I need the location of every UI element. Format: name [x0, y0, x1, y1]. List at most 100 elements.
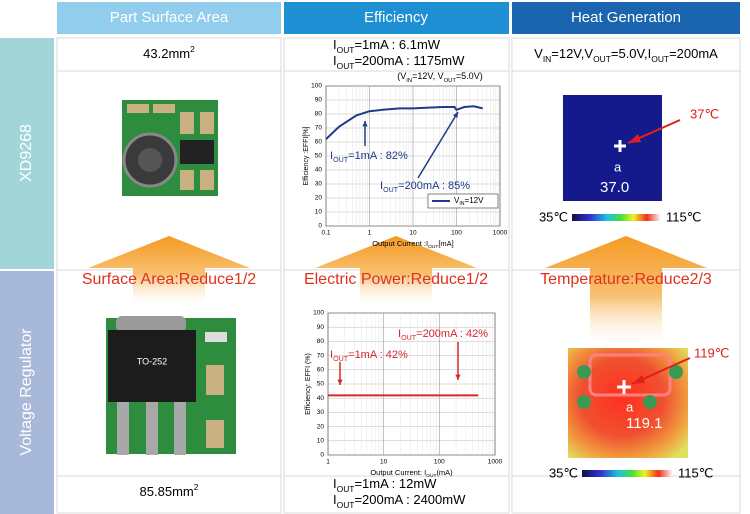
y-tick-label: 100	[311, 83, 322, 90]
y-tick-label: 30	[315, 181, 323, 188]
x-tick-label: 10	[409, 230, 417, 237]
text-part: (V	[397, 71, 406, 81]
y-tick-label: 70	[315, 125, 323, 132]
y-tick-label: 30	[317, 409, 325, 416]
superscript: 2	[190, 44, 195, 54]
x-tick-label: 1	[368, 230, 372, 237]
arrow-head	[337, 379, 343, 385]
x-tick-label: 100	[434, 459, 445, 466]
text-part: (mA)	[436, 468, 453, 477]
text-part: Output Current: I	[370, 468, 426, 477]
arrow-head	[455, 374, 461, 380]
subscript: OUT	[383, 186, 399, 194]
subscript: OUT	[651, 54, 669, 64]
thermal-image	[563, 95, 691, 477]
text-part: =200mA : 85%	[398, 180, 470, 192]
annotation: IOUT=1mA : 82%	[330, 150, 408, 164]
y-tick-label: 10	[317, 438, 325, 445]
text-part: 85.85mm	[140, 484, 194, 499]
subscript: OUT	[333, 156, 349, 164]
y-tick-label: 50	[315, 153, 323, 160]
y-tick-label: 80	[315, 111, 323, 118]
subscript: IN	[543, 54, 551, 64]
annotation: IOUT=1mA : 42%	[330, 349, 408, 363]
header: Heat Generation	[571, 9, 681, 26]
y-tick-label: 40	[315, 167, 323, 174]
x-axis-label: Output Current :IOUT[mA]	[372, 239, 454, 250]
y-tick-label: 0	[318, 223, 322, 230]
text-part: V	[454, 196, 460, 205]
x-tick-label: 1000	[493, 230, 508, 237]
y-tick-label: 10	[315, 209, 323, 216]
package-label: TO-252	[137, 356, 167, 366]
text-part: =1mA : 42%	[348, 349, 408, 361]
pcb-image	[106, 316, 236, 455]
x-tick-label: 1	[326, 459, 330, 466]
text-part: I	[398, 328, 401, 340]
y-tick-label: 60	[315, 139, 323, 146]
text-part: =1mA : 12mW	[354, 476, 437, 491]
subscript: OUT	[593, 54, 611, 64]
scale-min: 35℃	[539, 209, 568, 224]
annotation-arrow	[417, 111, 459, 179]
y-tick-label: 20	[315, 195, 323, 202]
row-label-bg	[0, 38, 54, 269]
header: Efficiency	[364, 9, 428, 26]
header-bg	[57, 2, 281, 34]
text-part: I	[380, 180, 383, 192]
marker: a	[614, 159, 622, 174]
efficiency-value: IOUT=1mA : 6.1mW	[333, 37, 441, 55]
text-part: =200mA : 2400mW	[354, 492, 466, 507]
header-bg	[512, 2, 740, 34]
x-tick-label: 10	[380, 459, 388, 466]
y-tick-label: 100	[313, 310, 324, 317]
efficiency-value: IOUT=1mA : 12mW	[333, 476, 437, 494]
subscript: OUT	[401, 334, 417, 342]
surface-area: 43.2mm2	[143, 44, 195, 61]
y-tick-label: 90	[317, 324, 325, 331]
subscript: OUT	[426, 473, 436, 479]
y-tick-label: 40	[317, 395, 325, 402]
reading: 37.0	[600, 179, 629, 196]
x-tick-label: 0.1	[321, 230, 330, 237]
row-label-bg	[0, 271, 54, 514]
y-axis-label: Efficiency :EFFI[%]	[303, 126, 310, 185]
header: Part Surface Area	[110, 9, 229, 26]
text-part: =1mA : 82%	[348, 150, 408, 162]
text-part: =12V, V	[412, 71, 443, 81]
scale-max: 115℃	[666, 209, 701, 224]
subscript: OUT	[337, 500, 355, 510]
text-part: =200mA	[669, 46, 718, 61]
legend-box	[427, 193, 499, 209]
text-part: 43.2mm	[143, 46, 190, 61]
text-part: =1mA : 6.1mW	[354, 37, 440, 52]
subscript: OUT	[444, 78, 457, 84]
subscript: IN	[459, 201, 464, 207]
efficiency-value: IOUT=200mA : 2400mW	[333, 492, 466, 510]
subscript: IN	[406, 78, 412, 84]
text-part: [mA]	[438, 239, 453, 248]
text-part: =12V	[465, 196, 485, 205]
annotation: IOUT=200mA : 85%	[380, 180, 470, 194]
text-part: Output Current :I	[372, 239, 428, 248]
text-part: =5.0V)	[456, 71, 483, 81]
reduction-label: Temperature:Reduce2/3	[540, 271, 712, 288]
text-part: I	[333, 492, 337, 507]
text-part: =12V,V	[551, 46, 593, 61]
subscript: OUT	[428, 244, 438, 250]
marker: a	[626, 399, 634, 414]
arrow-head	[452, 112, 458, 118]
reduction-arrows	[88, 236, 707, 345]
spot-temp: 37℃	[690, 106, 719, 121]
condition: (VIN=12V, VOUT=5.0V)	[397, 71, 482, 83]
text-part: I	[330, 349, 333, 361]
efficiency-value: IOUT=200mA : 1175mW	[333, 53, 465, 71]
y-tick-label: 80	[317, 338, 325, 345]
y-axis-label: Efficiency: EFFI (%)	[305, 353, 312, 415]
text-part: =5.0V,I	[611, 46, 651, 61]
subscript: OUT	[337, 484, 355, 494]
header-bg	[284, 2, 509, 34]
legend-entry: VIN=12V	[454, 196, 484, 207]
y-tick-label: 0	[320, 452, 324, 459]
